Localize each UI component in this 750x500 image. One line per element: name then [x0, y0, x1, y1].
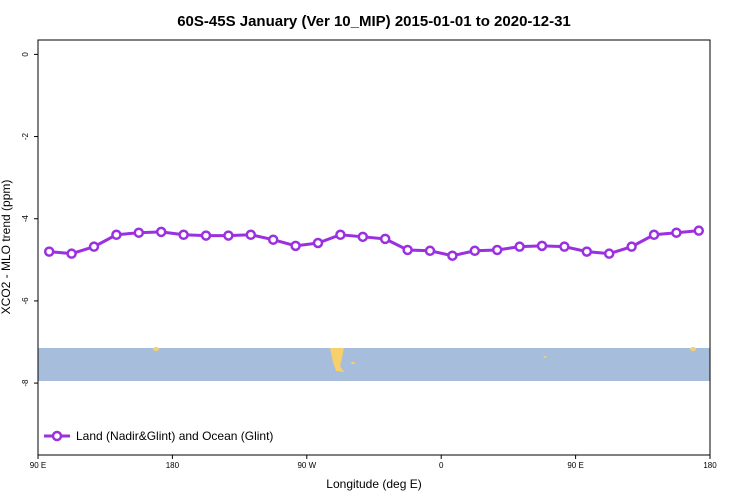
data-point: [245, 229, 257, 241]
x-tick-label: 180: [166, 461, 180, 470]
y-tick-label: 0: [21, 52, 30, 57]
land-patch: [690, 347, 696, 351]
y-tick-label: -4: [21, 215, 30, 223]
y-axis-label: XCO2 - MLO trend (ppm): [0, 180, 13, 315]
data-point: [379, 233, 391, 245]
data-point: [491, 244, 503, 256]
data-point: [357, 231, 369, 243]
data-point: [88, 241, 100, 252]
data-point: [155, 226, 167, 238]
x-tick-label: 90 W: [297, 461, 316, 470]
data-point: [111, 229, 122, 241]
y-tick-label: -6: [21, 297, 30, 305]
data-point: [671, 227, 682, 238]
map-strip: [38, 347, 710, 381]
x-tick-label: 90 E: [30, 461, 46, 470]
data-point: [290, 240, 301, 252]
series-line: [49, 229, 699, 258]
y-tick-label: -8: [21, 379, 30, 387]
data-point: [447, 250, 458, 261]
data-point: [402, 244, 413, 256]
ocean-band: [38, 348, 710, 381]
y-tick-label: -2: [21, 132, 30, 140]
data-point: [469, 245, 481, 257]
legend-label: Land (Nadir&Glint) and Ocean (Glint): [76, 429, 273, 443]
land-patch: [153, 347, 159, 351]
chart-title: 60S-45S January (Ver 10_MIP) 2015-01-01 …: [177, 13, 571, 30]
x-tick-label: 90 E: [567, 461, 583, 470]
data-point: [514, 241, 525, 252]
land-patch: [351, 362, 355, 364]
data-point: [178, 229, 189, 241]
land-patch: [543, 356, 547, 358]
data-point: [536, 240, 548, 252]
plot-frame: [37, 39, 711, 456]
data-point: [648, 229, 660, 241]
x-tick-label: 180: [703, 461, 717, 470]
data-point: [424, 245, 436, 257]
x-axis-label: Longitude (deg E): [326, 477, 421, 491]
x-tick-label: 0: [439, 461, 444, 470]
data-point: [133, 227, 145, 238]
legend-marker: [51, 430, 63, 442]
data-point: [223, 230, 234, 241]
data-point: [66, 248, 77, 259]
data-point: [693, 225, 705, 236]
data-point: [603, 248, 615, 259]
data-point: [335, 229, 346, 241]
data-point: [267, 234, 279, 245]
data-point: [626, 241, 637, 252]
data-point: [559, 241, 570, 252]
data-point: [200, 230, 212, 241]
land-patch: [330, 348, 344, 372]
data-point: [43, 246, 55, 257]
data-point: [312, 237, 324, 249]
data-point: [581, 246, 593, 257]
